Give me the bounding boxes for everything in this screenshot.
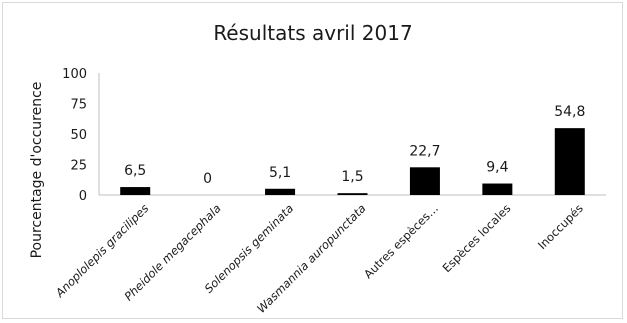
y-tick-label-25: 25 [70,159,87,174]
data-label-7: 54,8 [554,104,585,120]
chart-title: Résultats avril 2017 [213,21,412,45]
bar-7 [554,128,585,195]
x-tick-label-6: Espèces locales [440,201,514,275]
data-label-6: 9,4 [486,160,508,176]
data-label-3: 5,1 [269,165,291,181]
bar-6 [482,183,513,195]
bar-1 [120,187,151,195]
y-tick-label-100: 100 [62,67,87,82]
x-tick-label-7: Inoccupés [535,201,586,252]
y-tick-label-50: 50 [70,128,87,143]
data-label-5: 22,7 [409,143,440,159]
bar-4 [337,193,368,195]
bar-5 [409,167,440,195]
x-tick-label-5: Autres espèces… [361,201,441,281]
data-label-4: 1,5 [341,169,363,185]
y-ticks: 0 25 50 75 100 [62,67,87,204]
data-labels: 6,5 0 5,1 1,5 22,7 9,4 54,8 [124,104,585,187]
bars [120,128,585,195]
bar-3 [265,188,296,195]
data-label-2: 0 [203,171,212,187]
data-label-1: 6,5 [124,163,146,179]
chart-frame [2,2,623,319]
y-tick-label-75: 75 [70,98,87,113]
y-axis-label: Pourcentage d'occurence [29,82,45,259]
y-tick-label-0: 0 [79,189,87,204]
